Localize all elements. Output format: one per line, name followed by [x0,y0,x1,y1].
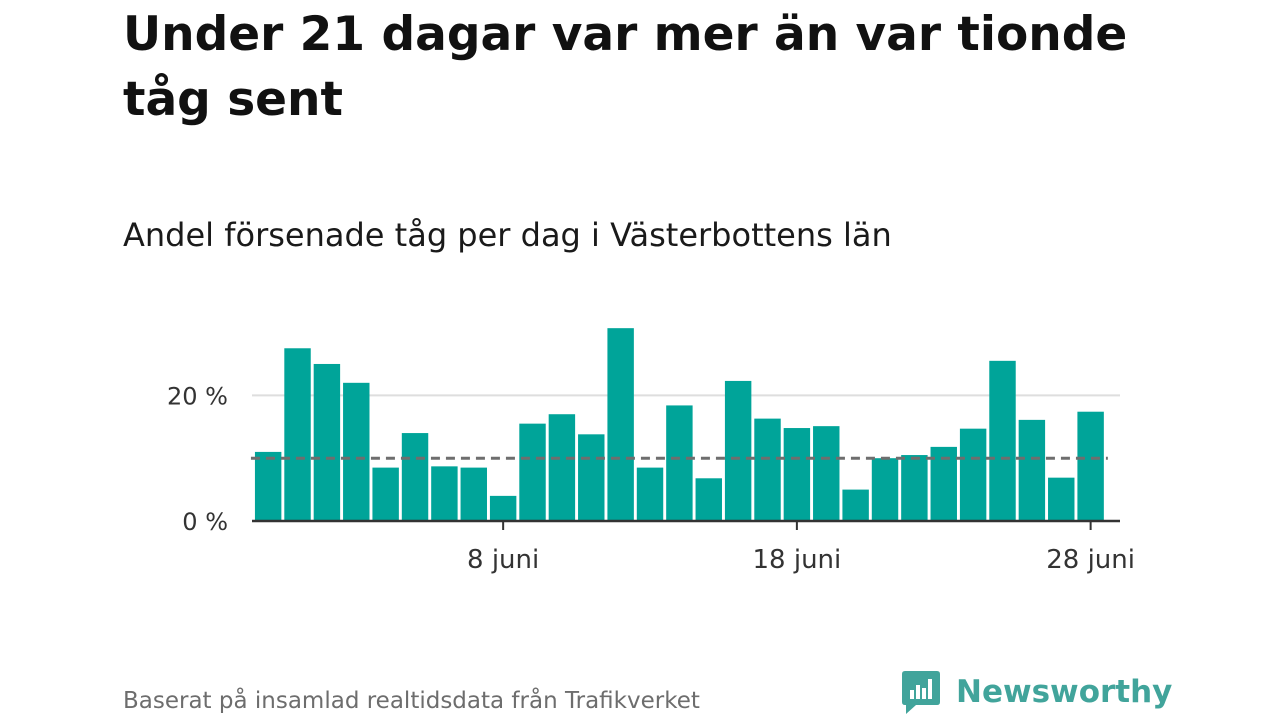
bar [813,426,840,521]
axes: 0 % 20 % 8 juni 18 juni 28 juni [167,382,1135,575]
newsworthy-logo-icon [902,671,940,714]
chart-subtitle: Andel försenade tåg per dag i Västerbott… [123,216,892,254]
bar [401,433,429,521]
bar [959,428,987,521]
bar [636,467,664,521]
brand-logo: Newsworthy [900,668,1172,716]
bar [519,423,546,521]
bar [578,434,605,521]
bar [754,418,781,521]
y-tick-label: 20 % [167,382,228,410]
bar [1048,477,1075,521]
bar [901,455,928,521]
x-tick-label: 18 juni [753,545,842,575]
bar [431,466,458,521]
x-tick-label: 28 juni [1046,545,1135,575]
bar [783,428,811,521]
source-note: Baserat på insamlad realtidsdata från Tr… [123,688,700,714]
bar [1077,411,1104,521]
bar [607,328,634,521]
bar [284,348,311,521]
bar-chart: 0 % 20 % 8 juni 18 juni 28 juni [167,328,1135,575]
chart-title: Under 21 dagar var mer än var tionde tåg… [123,7,1128,127]
bar [313,363,341,521]
bar [254,451,282,521]
bar [372,467,399,521]
brand-name: Newsworthy [956,674,1173,710]
bar [343,382,370,521]
bar [1018,419,1046,521]
y-tick-label: 0 % [182,508,228,536]
bar [871,458,899,521]
bars [254,328,1104,521]
bar [666,405,693,521]
bar [460,467,487,521]
bar [489,495,517,521]
bar [842,489,869,521]
bar [548,414,576,521]
bar [724,380,752,521]
bar [695,478,722,521]
x-tick-label: 8 juni [467,545,539,575]
bar [989,360,1016,521]
